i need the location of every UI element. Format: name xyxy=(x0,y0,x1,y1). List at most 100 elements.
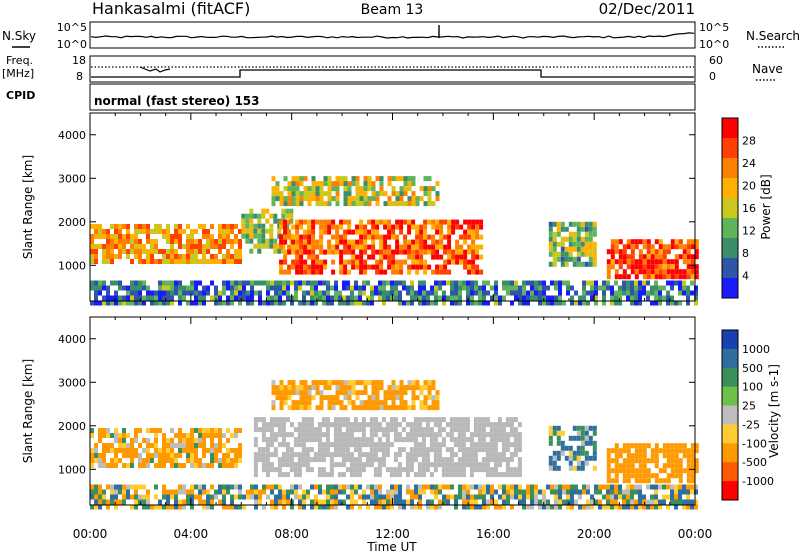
scatter-cell xyxy=(122,224,126,229)
scatter-cell xyxy=(566,285,570,291)
scatter-cell xyxy=(114,484,118,490)
scatter-cell xyxy=(446,484,450,490)
scatter-cell xyxy=(98,433,102,438)
scatter-cell xyxy=(361,442,366,448)
scatter-cell xyxy=(130,280,134,286)
scatter-cell xyxy=(670,489,674,495)
scatter-cell xyxy=(242,494,246,500)
scatter-cell xyxy=(463,219,468,225)
scatter-cell xyxy=(419,390,424,396)
scatter-cell xyxy=(285,417,290,423)
scatter-cell xyxy=(279,405,284,411)
scatter-cell xyxy=(614,249,619,255)
scatter-cell xyxy=(295,405,300,411)
scatter-cell xyxy=(409,462,414,468)
scatter-cell xyxy=(642,264,647,270)
scatter-cell xyxy=(588,440,593,446)
scatter-cell xyxy=(548,465,553,471)
scatter-cell xyxy=(134,453,138,458)
scatter-cell xyxy=(494,300,498,306)
scatter-cell xyxy=(395,395,400,401)
scatter-cell xyxy=(327,244,332,250)
scatter-cell xyxy=(250,300,254,306)
scatter-cell xyxy=(434,295,438,301)
scatter-cell xyxy=(329,472,334,478)
scatter-cell xyxy=(287,244,292,250)
scatter-cell xyxy=(359,249,364,255)
scatter-cell xyxy=(558,280,562,286)
scatter-cell xyxy=(130,448,134,453)
scatter-cell xyxy=(309,457,314,463)
scatter-cell xyxy=(403,259,408,265)
scatter-cell xyxy=(334,489,338,495)
scatter-cell xyxy=(509,457,514,463)
scatter-cell xyxy=(437,432,442,438)
scatter-cell xyxy=(382,504,386,510)
scatter-cell xyxy=(431,219,436,225)
scatter-cell xyxy=(451,259,456,265)
scatter-cell xyxy=(510,290,514,296)
scatter-cell xyxy=(682,453,687,459)
scatter-cell xyxy=(401,417,406,423)
scatter-cell xyxy=(481,417,486,423)
scatter-cell xyxy=(558,285,562,291)
scatter-cell xyxy=(258,290,262,296)
scatter-cell xyxy=(430,285,434,291)
scatter-cell xyxy=(497,462,502,468)
scatter-cell xyxy=(311,181,316,187)
scatter-cell xyxy=(505,417,510,423)
scatter-cell xyxy=(654,443,659,449)
scatter-cell xyxy=(475,229,480,235)
scatter-cell xyxy=(666,259,671,265)
scatter-cell xyxy=(287,390,292,396)
scatter-cell xyxy=(642,504,646,510)
scatter-cell xyxy=(458,484,462,490)
scatter-cell xyxy=(556,440,561,446)
scatter-cell xyxy=(339,224,344,230)
scatter-cell xyxy=(465,447,470,453)
scatter-cell xyxy=(346,295,350,301)
scatter-cell xyxy=(314,290,318,296)
scatter-cell xyxy=(473,447,478,453)
scatter-cell xyxy=(94,453,98,458)
scatter-cell xyxy=(311,176,316,182)
scatter-cell xyxy=(387,249,392,255)
scatter-cell xyxy=(389,417,394,423)
scatter-cell xyxy=(249,208,254,214)
scatter-cell xyxy=(566,484,570,490)
scatter-cell xyxy=(576,231,581,237)
scatter-cell xyxy=(442,290,446,296)
scatter-cell xyxy=(429,417,434,423)
scatter-cell xyxy=(214,285,218,291)
scatter-cell xyxy=(301,427,306,433)
scatter-cell xyxy=(457,427,462,433)
scatter-cell xyxy=(594,280,598,286)
scatter-cell xyxy=(154,244,158,249)
scatter-cell xyxy=(311,254,316,260)
scatter-cell xyxy=(437,462,442,468)
scatter-cell xyxy=(522,280,526,286)
scatter-cell xyxy=(261,223,266,229)
scatter-cell xyxy=(634,499,638,505)
scatter-cell xyxy=(453,467,458,473)
scatter-cell xyxy=(279,201,284,207)
scatter-cell xyxy=(471,219,476,225)
scatter-cell xyxy=(323,224,328,230)
scatter-cell xyxy=(234,453,238,458)
scatter-cell xyxy=(114,254,118,259)
scatter-cell xyxy=(614,468,619,474)
scatter-cell xyxy=(485,422,490,428)
scatter-cell xyxy=(295,201,300,207)
scatter-cell xyxy=(166,499,170,505)
scatter-cell xyxy=(345,417,350,423)
scatter-cell xyxy=(170,239,174,244)
scatter-cell xyxy=(277,472,282,478)
scatter-cell xyxy=(435,390,440,396)
scatter-cell xyxy=(298,484,302,490)
scatter-cell xyxy=(634,468,639,474)
scatter-cell xyxy=(453,442,458,448)
scatter-cell xyxy=(279,264,284,270)
scatter-cell xyxy=(413,427,418,433)
scatter-cell xyxy=(634,244,639,250)
scatter-cell xyxy=(517,447,522,453)
